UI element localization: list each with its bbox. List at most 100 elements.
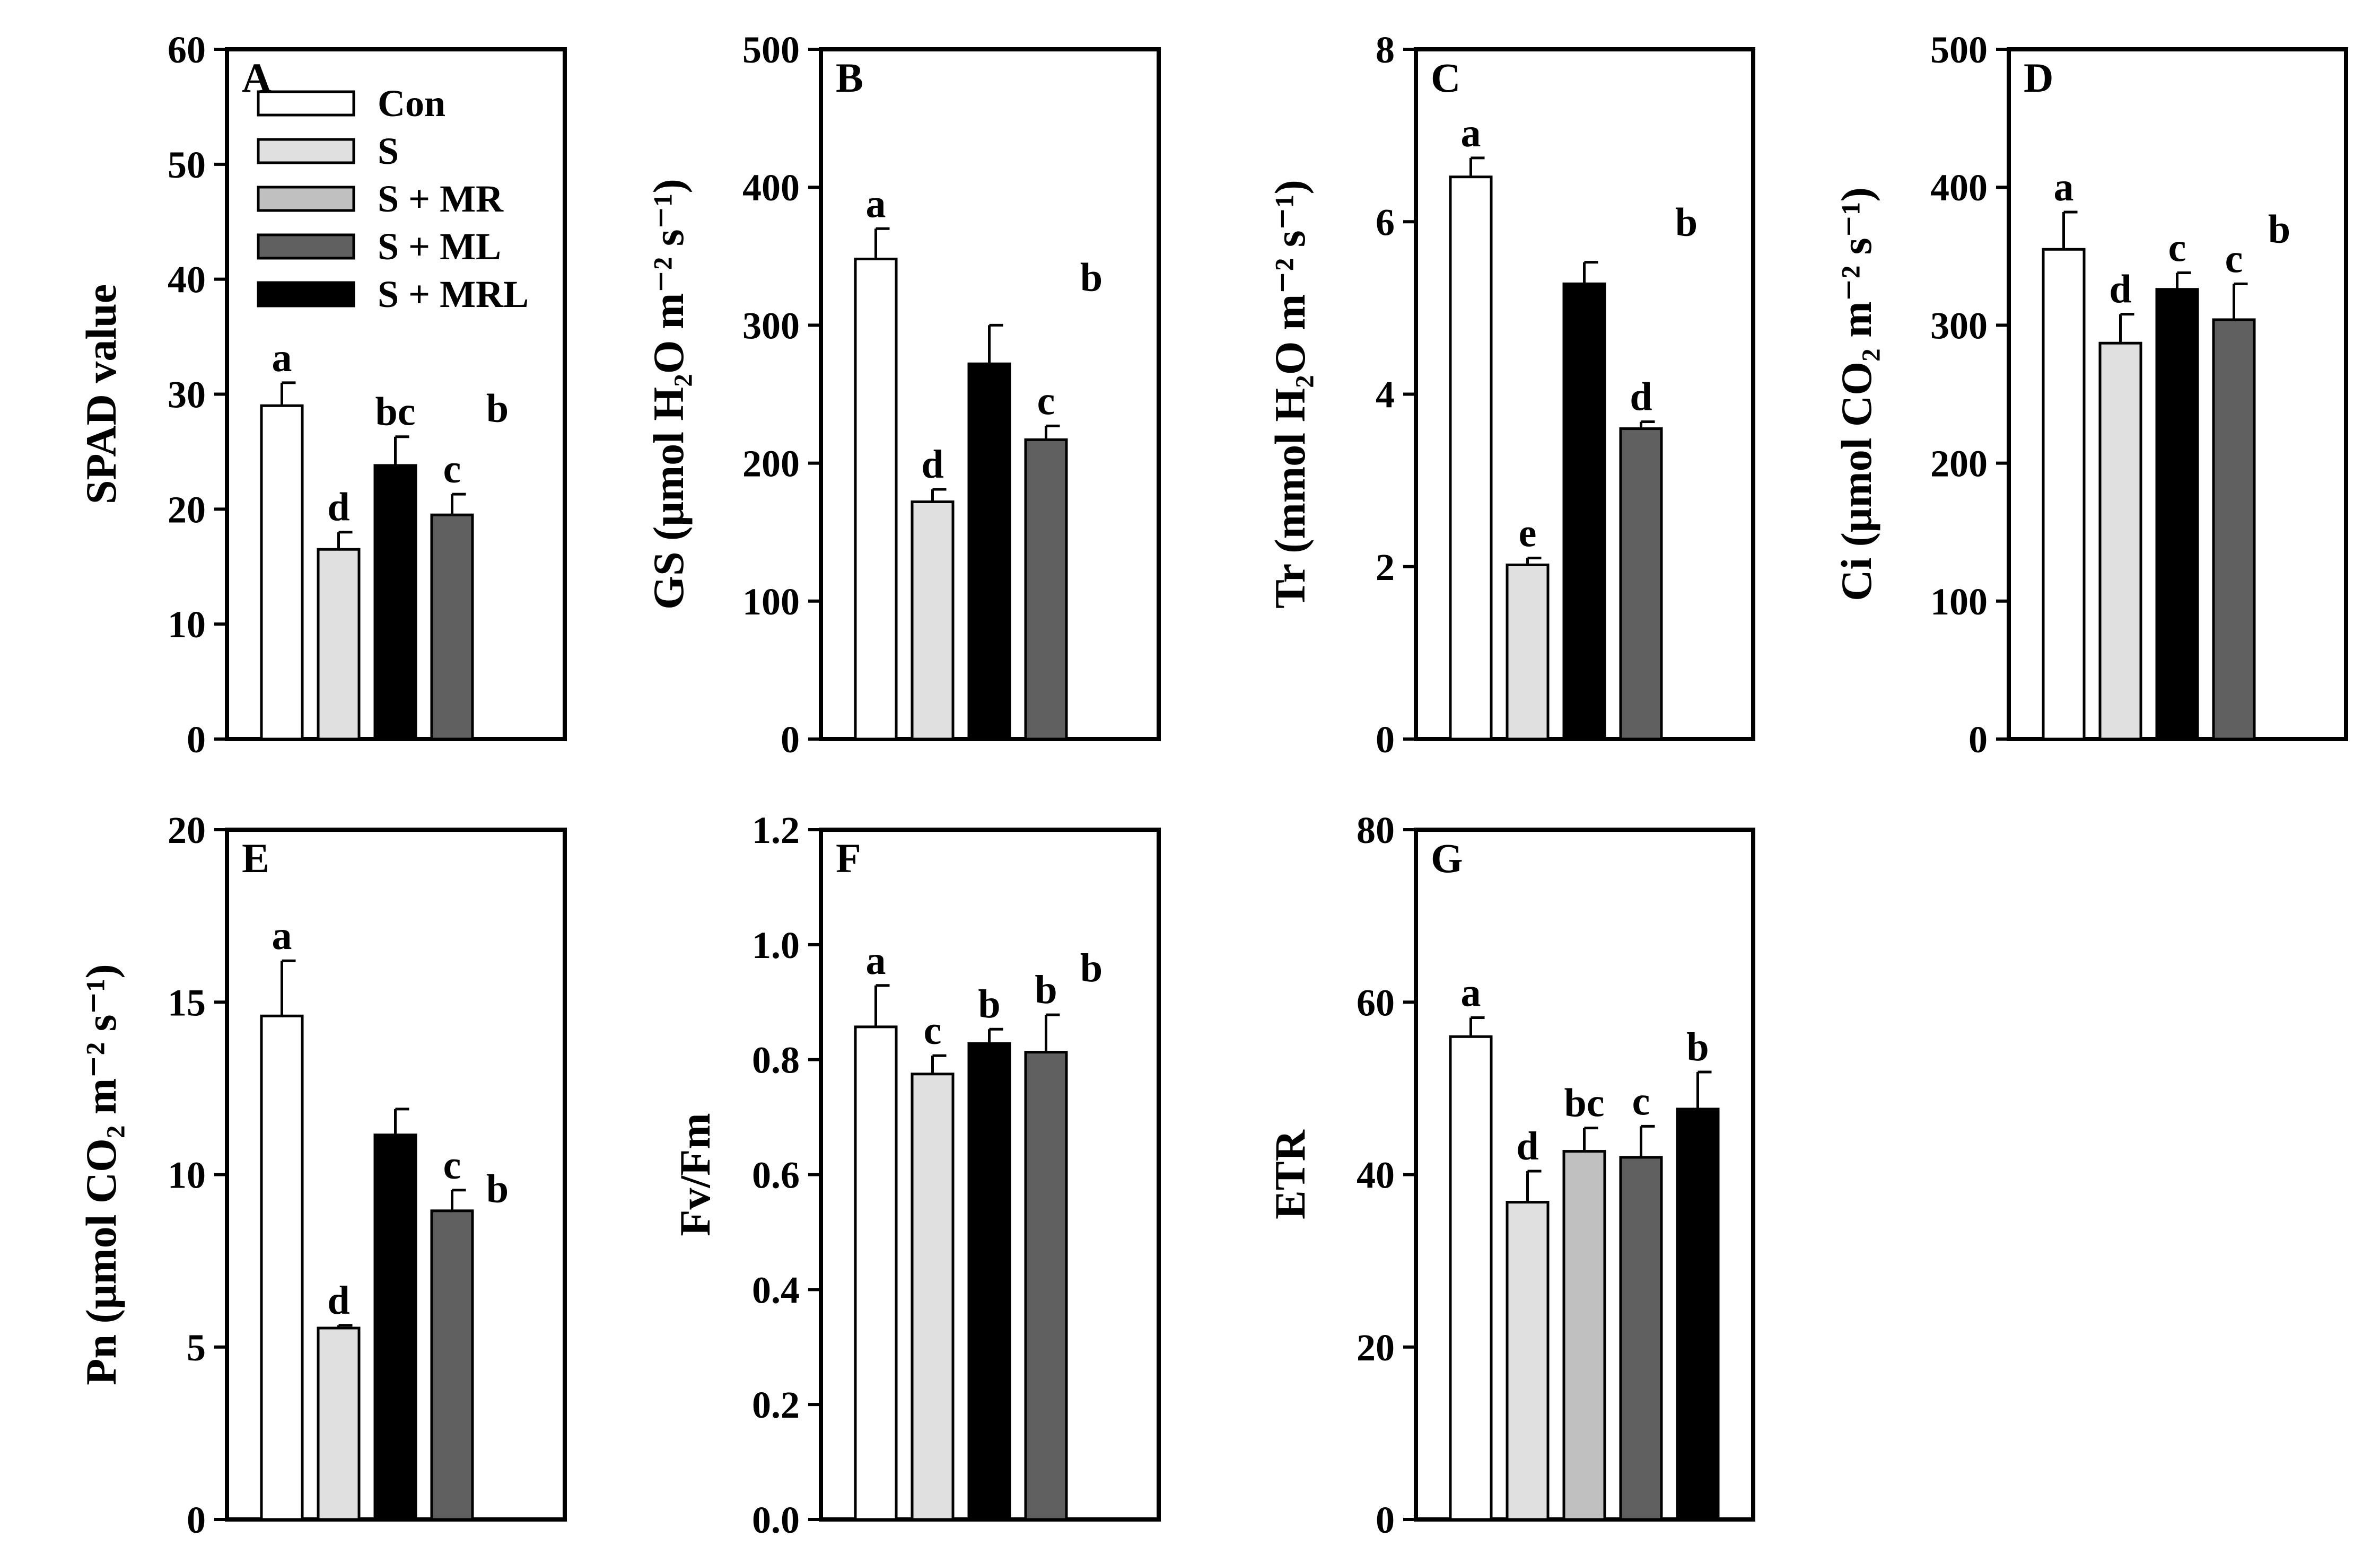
y-tick-label: 500 (1930, 29, 1988, 71)
legend-item: S + MR (257, 178, 504, 220)
y-tick-label: 60 (168, 29, 206, 71)
y-tick-label: 15 (168, 981, 206, 1024)
y-tick-label: 400 (742, 166, 800, 209)
y-tick-label: 5 (187, 1326, 206, 1369)
y-tick-label: 100 (742, 581, 800, 623)
panel-c: 0 2 4 6 8 Tr (mmol H₂O m⁻² s⁻¹) Ca e d b (1266, 29, 1755, 761)
bar (1506, 1201, 1550, 1521)
y-tick-label: 6 (1376, 201, 1395, 243)
legend-label: S + MR (378, 178, 504, 220)
y-tick-label: 40 (168, 259, 206, 301)
bar (1676, 1108, 1720, 1521)
bar (1449, 1035, 1493, 1521)
significance-label-extra: b (1675, 200, 1698, 244)
bar (260, 404, 304, 741)
legend-item: Con (257, 82, 445, 125)
y-axis-label: GS (μmol H₂O m⁻² s⁻¹) (644, 179, 693, 610)
y-axis-label: Fv/Fm (671, 1113, 719, 1236)
bar (373, 1134, 417, 1521)
bar (911, 500, 955, 741)
y-tick-label: 20 (168, 488, 206, 531)
bar (317, 1326, 361, 1521)
significance-label: a (272, 913, 292, 958)
significance-label: a (272, 336, 292, 380)
legend-swatch (257, 281, 355, 307)
significance-label: e (1519, 511, 1537, 555)
bar (1562, 282, 1606, 741)
y-tick-label: 300 (742, 304, 800, 347)
bar (854, 1025, 898, 1521)
significance-label: c (1037, 379, 1055, 423)
significance-label: a (2054, 165, 2074, 209)
bar (2212, 318, 2256, 741)
bar (967, 362, 1011, 741)
panel-label: E (242, 835, 269, 881)
y-tick-label: 0.8 (752, 1039, 800, 1082)
y-tick-label: 60 (1357, 981, 1395, 1024)
y-tick-label: 0.0 (752, 1499, 800, 1541)
bar (1024, 1051, 1068, 1521)
y-tick-label: 0 (1376, 718, 1395, 761)
significance-label: b (978, 982, 1000, 1026)
y-tick-label: 1.2 (752, 809, 800, 851)
y-axis-label: Pn (μmol CO₂ m⁻² s⁻¹) (77, 964, 125, 1385)
bar (2098, 341, 2142, 741)
y-axis-label: ETR (1266, 1129, 1314, 1219)
y-tick-label: 40 (1357, 1154, 1395, 1197)
y-tick-label: 20 (1357, 1326, 1395, 1369)
bar (430, 1209, 474, 1521)
significance-label: bc (375, 390, 416, 434)
legend-label: S + ML (378, 225, 501, 268)
panel-d: 0 100 200 300 400 500 Ci (μmol CO₂ m⁻² s⁻¹) Da d… (1832, 29, 2348, 761)
y-tick-label: 0 (1376, 1499, 1395, 1541)
significance-label-extra: b (2268, 207, 2290, 251)
y-axis-label: Tr (mmol H₂O m⁻² s⁻¹) (1266, 180, 1314, 609)
legend-swatch (257, 138, 355, 164)
significance-label: b (1686, 1025, 1709, 1069)
y-tick-label: 300 (1930, 304, 1988, 347)
legend-label: S + MRL (378, 273, 529, 315)
significance-label: d (921, 442, 943, 487)
y-tick-label: 20 (168, 809, 206, 851)
bar (1506, 563, 1550, 741)
panel-label: G (1431, 835, 1463, 881)
legend-swatch (257, 233, 355, 260)
significance-label: d (1516, 1124, 1538, 1168)
significance-label: b (1035, 968, 1057, 1012)
significance-label: c (1632, 1079, 1650, 1123)
y-tick-label: 10 (168, 1154, 206, 1197)
bar (430, 513, 474, 741)
significance-label-extra: b (1080, 946, 1102, 990)
significance-label: d (327, 1278, 349, 1323)
y-tick-label: 80 (1357, 809, 1395, 851)
y-tick-label: 0 (1968, 718, 1988, 761)
significance-label-extra: b (486, 1167, 509, 1211)
y-tick-label: 2 (1376, 546, 1395, 588)
bar (1024, 438, 1068, 741)
y-tick-label: 4 (1376, 374, 1395, 416)
bar (2042, 248, 2086, 741)
y-tick-label: 0.6 (752, 1154, 800, 1197)
significance-label: bc (1564, 1081, 1605, 1126)
y-tick-label: 0 (187, 718, 206, 761)
legend-swatch (257, 90, 355, 117)
bar (1562, 1150, 1606, 1521)
significance-label: a (1461, 111, 1481, 155)
y-tick-label: 0 (187, 1499, 206, 1541)
y-tick-label: 200 (742, 443, 800, 485)
y-tick-label: 30 (168, 374, 206, 416)
panel-e: 0 5 10 15 20 Pn (μmol CO₂ m⁻² s⁻¹) Ea d cb (77, 809, 567, 1541)
y-tick-label: 0.4 (752, 1269, 800, 1311)
y-tick-label: 0.2 (752, 1384, 800, 1426)
y-tick-label: 200 (1930, 443, 1988, 485)
bar (373, 464, 417, 741)
significance-label: a (1461, 971, 1481, 1015)
significance-label-extra: b (486, 386, 509, 431)
significance-label: c (443, 447, 461, 491)
y-axis-label: SPAD value (77, 284, 125, 504)
bar (2155, 288, 2199, 741)
bar (1449, 175, 1493, 741)
